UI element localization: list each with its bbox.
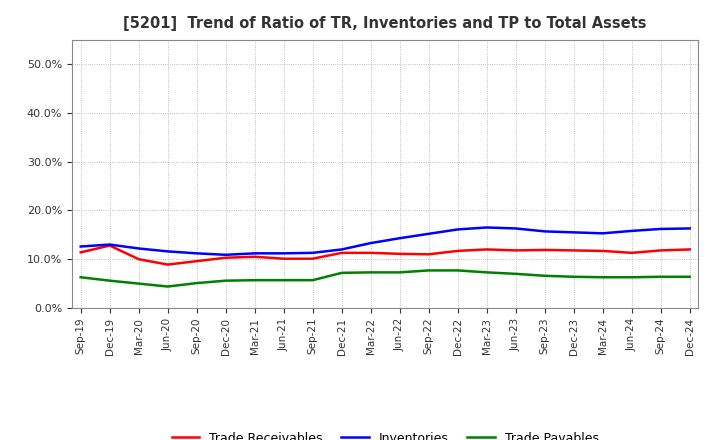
Trade Payables <box>135 281 143 286</box>
Inventories <box>251 251 259 256</box>
Trade Payables <box>76 275 85 280</box>
Trade Payables <box>511 271 520 276</box>
Trade Payables <box>627 275 636 280</box>
Legend: Trade Receivables, Inventories, Trade Payables: Trade Receivables, Inventories, Trade Pa… <box>166 427 604 440</box>
Inventories <box>221 252 230 257</box>
Inventories <box>105 242 114 247</box>
Inventories <box>163 249 172 254</box>
Trade Payables <box>366 270 375 275</box>
Inventories <box>627 228 636 234</box>
Inventories <box>482 225 491 230</box>
Inventories <box>192 251 201 256</box>
Inventories <box>76 244 85 249</box>
Trade Receivables <box>76 250 85 255</box>
Trade Receivables <box>570 248 578 253</box>
Trade Payables <box>570 274 578 279</box>
Trade Receivables <box>221 255 230 260</box>
Trade Receivables <box>598 248 607 253</box>
Trade Payables <box>251 278 259 283</box>
Inventories <box>424 231 433 236</box>
Trade Receivables <box>424 252 433 257</box>
Trade Receivables <box>338 250 346 256</box>
Inventories <box>279 251 288 256</box>
Trade Payables <box>308 278 317 283</box>
Trade Receivables <box>308 256 317 261</box>
Inventories <box>366 240 375 246</box>
Trade Receivables <box>627 250 636 256</box>
Inventories <box>511 226 520 231</box>
Trade Receivables <box>105 243 114 248</box>
Trade Payables <box>685 274 694 279</box>
Trade Payables <box>279 278 288 283</box>
Title: [5201]  Trend of Ratio of TR, Inventories and TP to Total Assets: [5201] Trend of Ratio of TR, Inventories… <box>123 16 647 32</box>
Trade Payables <box>395 270 404 275</box>
Inventories <box>454 227 462 232</box>
Trade Payables <box>221 278 230 283</box>
Trade Payables <box>192 280 201 286</box>
Trade Receivables <box>192 259 201 264</box>
Trade Payables <box>105 278 114 283</box>
Line: Trade Payables: Trade Payables <box>81 271 690 286</box>
Trade Receivables <box>482 247 491 252</box>
Trade Payables <box>541 273 549 279</box>
Inventories <box>541 229 549 234</box>
Inventories <box>598 231 607 236</box>
Trade Payables <box>338 270 346 275</box>
Line: Trade Receivables: Trade Receivables <box>81 246 690 264</box>
Trade Payables <box>598 275 607 280</box>
Trade Receivables <box>395 251 404 257</box>
Trade Receivables <box>454 248 462 253</box>
Trade Receivables <box>251 254 259 260</box>
Inventories <box>395 235 404 241</box>
Trade Payables <box>163 284 172 289</box>
Trade Payables <box>482 270 491 275</box>
Trade Payables <box>657 274 665 279</box>
Trade Payables <box>424 268 433 273</box>
Inventories <box>338 247 346 252</box>
Inventories <box>657 226 665 231</box>
Line: Inventories: Inventories <box>81 227 690 255</box>
Inventories <box>308 250 317 256</box>
Trade Receivables <box>511 248 520 253</box>
Trade Receivables <box>366 250 375 256</box>
Trade Receivables <box>279 256 288 261</box>
Trade Payables <box>454 268 462 273</box>
Inventories <box>135 246 143 251</box>
Trade Receivables <box>135 257 143 262</box>
Trade Receivables <box>657 248 665 253</box>
Inventories <box>685 226 694 231</box>
Trade Receivables <box>685 247 694 252</box>
Trade Receivables <box>163 262 172 267</box>
Inventories <box>570 230 578 235</box>
Trade Receivables <box>541 247 549 253</box>
